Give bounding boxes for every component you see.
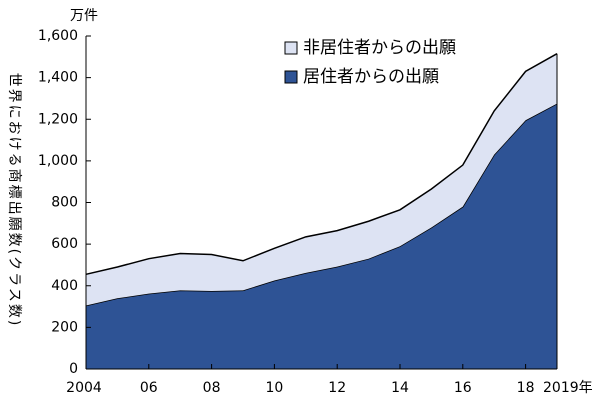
area xyxy=(86,103,557,369)
x-tick-label: 06 xyxy=(140,380,158,396)
y-tick-label: 0 xyxy=(69,361,78,377)
y-tick-label: 1,000 xyxy=(38,153,78,169)
x-tick-label: 10 xyxy=(265,380,283,396)
y-axis-label: 世界における商標出願数(クラス数) xyxy=(6,73,22,328)
y-tick-label: 400 xyxy=(51,278,78,294)
legend-label: 居住者からの出願 xyxy=(303,67,439,87)
x-tick-label: 12 xyxy=(328,380,346,396)
x-tick-label: 16 xyxy=(454,380,472,396)
unit-label: 万件 xyxy=(70,8,98,24)
y-tick-label: 200 xyxy=(51,319,78,335)
x-tick-label: 14 xyxy=(391,380,409,396)
area xyxy=(86,53,557,306)
y-tick-label: 800 xyxy=(51,195,78,211)
x-tick-label: 08 xyxy=(203,380,221,396)
x-tick-label: 18 xyxy=(517,380,535,396)
area-edge xyxy=(85,53,558,276)
legend-label: 非居住者からの出願 xyxy=(303,38,456,58)
y-tick-label: 1,600 xyxy=(38,28,78,44)
y-tick-label: 1,200 xyxy=(38,111,78,127)
legend-swatch xyxy=(284,41,298,55)
x-tick-label: 2019年 xyxy=(543,380,593,396)
y-tick-label: 600 xyxy=(51,236,78,252)
x-tick-label: 2004 xyxy=(66,380,102,396)
legend-swatch xyxy=(284,70,298,84)
y-tick-label: 1,400 xyxy=(38,70,78,86)
